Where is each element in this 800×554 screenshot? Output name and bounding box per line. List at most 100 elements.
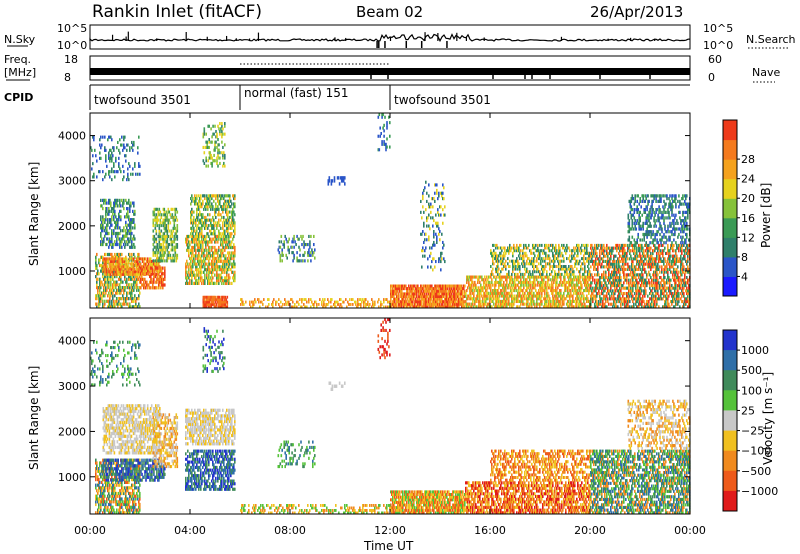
noise-sky-label: N.Sky (4, 33, 36, 46)
power-cell (572, 278, 574, 282)
power-cell (589, 251, 591, 255)
power-cell (503, 305, 505, 309)
power-cell (117, 265, 120, 269)
power-cell (126, 148, 128, 152)
power-cell (428, 302, 430, 306)
power-cell (133, 220, 135, 224)
power-cell (159, 243, 162, 247)
power-cell (555, 286, 557, 290)
power-cell (118, 302, 120, 306)
power-cell (185, 276, 187, 280)
power-cell (116, 270, 119, 274)
power-cell (133, 143, 135, 147)
power-cell (500, 283, 502, 287)
power-cell (200, 218, 202, 222)
power-cell (164, 283, 166, 287)
power-cell (542, 280, 544, 284)
power-cell (222, 265, 224, 269)
power-cell (434, 297, 436, 301)
power-cell (434, 265, 436, 269)
power-cell (476, 275, 478, 279)
power-cell (217, 224, 219, 228)
power-cell (144, 270, 147, 274)
power-cell (103, 294, 105, 298)
power-cell (192, 197, 194, 201)
power-cell (110, 265, 113, 269)
power-cell (190, 210, 192, 214)
power-cell (205, 298, 208, 302)
power-cell (415, 287, 417, 291)
power-cell (547, 283, 549, 287)
power-cell (479, 299, 481, 303)
power-cell (590, 297, 592, 301)
power-cell (221, 298, 224, 302)
power-cell (558, 299, 560, 303)
power-cell (138, 162, 140, 166)
power-cell (465, 302, 467, 306)
power-cell (115, 272, 118, 276)
power-cell (114, 270, 117, 274)
power-cell (195, 248, 197, 252)
power-cell (580, 286, 582, 290)
power-cell (226, 281, 228, 285)
power-cell (174, 245, 177, 249)
power-cell (113, 204, 115, 208)
power-cell (174, 207, 177, 211)
power-cell (544, 286, 546, 290)
power-cell (224, 240, 226, 244)
power-cell (110, 154, 112, 158)
power-cell (222, 268, 224, 272)
power-cell (551, 305, 553, 309)
power-cell (552, 299, 554, 303)
power-cell (166, 232, 169, 236)
power-cell (118, 265, 121, 269)
power-cell (114, 201, 116, 205)
power-cell (108, 201, 110, 205)
power-cell (456, 284, 458, 288)
power-cell (571, 251, 573, 255)
power-cell (578, 262, 580, 266)
power-cell (109, 209, 111, 213)
power-cell (558, 270, 560, 274)
power-cell (434, 300, 436, 304)
power-cell (133, 299, 135, 303)
power-cell (552, 278, 554, 282)
power-cell (192, 270, 194, 274)
power-cell (554, 259, 556, 263)
power-cell (129, 266, 131, 270)
power-cell (152, 243, 155, 247)
power-cell (580, 267, 582, 271)
power-cell (524, 294, 526, 298)
power-cell (583, 294, 585, 298)
power-cell (162, 245, 165, 249)
power-cell (118, 148, 120, 152)
power-cell (231, 232, 233, 236)
power-cell (430, 202, 432, 206)
power-cell (561, 305, 563, 309)
power-cell (192, 210, 194, 214)
power-cell (516, 305, 518, 309)
power-cell (125, 231, 127, 236)
power-cell (433, 243, 435, 247)
power-cell (147, 286, 149, 290)
power-cell (225, 240, 227, 244)
power-cell (206, 254, 208, 258)
power-cell (126, 178, 128, 182)
power-cell (527, 299, 529, 303)
power-cell (506, 291, 508, 295)
power-cell (517, 283, 519, 287)
power-cell (447, 295, 449, 298)
power-cell (194, 259, 196, 263)
power-cell (164, 274, 166, 279)
power-cell (127, 267, 130, 271)
power-cell (543, 257, 545, 261)
power-cell (117, 220, 119, 224)
power-cell (214, 194, 216, 198)
power-cell (210, 127, 212, 131)
power-cell (569, 270, 571, 274)
power-cell (548, 299, 550, 303)
power-cell (484, 286, 486, 290)
power-cell (463, 295, 465, 298)
power-cell (198, 207, 200, 211)
power-cell (563, 243, 565, 247)
